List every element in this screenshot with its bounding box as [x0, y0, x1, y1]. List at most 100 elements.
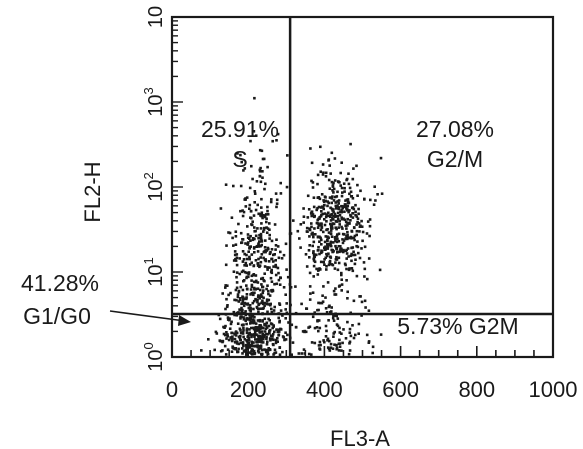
data-point — [315, 326, 319, 329]
data-point — [240, 241, 243, 245]
data-point — [307, 249, 311, 252]
y-tick-exponent: 3 — [141, 87, 156, 94]
data-point — [324, 335, 328, 338]
data-point — [307, 326, 310, 329]
data-point — [340, 216, 343, 219]
data-point — [253, 291, 256, 295]
data-point — [312, 259, 316, 262]
data-point — [324, 199, 327, 203]
data-point — [278, 283, 282, 286]
data-point — [317, 248, 320, 252]
data-point — [237, 335, 241, 339]
quadrant-g1g0-label: G1/G0 — [23, 303, 91, 329]
data-point — [257, 307, 260, 311]
data-point — [240, 306, 243, 310]
data-point — [280, 257, 284, 260]
data-point — [266, 310, 269, 314]
data-point — [239, 341, 243, 345]
data-point — [357, 251, 360, 255]
data-point — [244, 205, 248, 208]
data-point — [306, 194, 310, 198]
x-tick-label: 600 — [382, 377, 419, 402]
data-point — [335, 247, 338, 250]
data-point — [277, 256, 281, 260]
data-point — [340, 210, 344, 214]
data-point — [323, 223, 327, 227]
data-point — [327, 214, 331, 217]
data-point — [247, 338, 250, 342]
data-point — [245, 302, 249, 306]
data-point — [331, 347, 335, 350]
data-point — [241, 209, 244, 212]
data-point — [269, 251, 272, 254]
data-point — [356, 217, 360, 220]
data-point — [355, 229, 359, 233]
data-point — [272, 309, 276, 312]
data-point — [285, 268, 288, 271]
data-point — [298, 237, 301, 240]
data-point — [335, 258, 339, 261]
data-point — [341, 250, 345, 253]
data-point — [261, 326, 265, 330]
y-axis-label: FL2-H — [80, 161, 105, 222]
data-point — [349, 254, 353, 258]
data-point — [248, 333, 251, 336]
data-point — [348, 331, 352, 334]
data-point — [346, 297, 349, 300]
data-point — [271, 332, 275, 336]
data-point — [305, 265, 309, 268]
data-point — [268, 337, 272, 340]
data-point — [278, 303, 282, 306]
data-point — [305, 230, 309, 233]
data-point — [257, 245, 261, 248]
data-point — [236, 293, 240, 296]
data-point — [267, 260, 271, 263]
data-point — [274, 192, 278, 195]
data-point — [346, 247, 350, 250]
data-point — [276, 266, 280, 270]
data-point — [320, 243, 323, 246]
data-point — [242, 326, 245, 330]
data-point — [257, 347, 260, 351]
data-point — [265, 231, 269, 234]
data-point — [226, 316, 230, 319]
data-point — [224, 284, 227, 287]
data-point — [256, 203, 259, 207]
data-point — [282, 253, 286, 257]
data-point — [264, 213, 268, 216]
quadrant-g2m-percent: 27.08% — [416, 116, 494, 142]
data-point — [363, 197, 366, 201]
data-point — [265, 226, 268, 229]
data-point — [348, 186, 352, 190]
data-point — [249, 210, 253, 213]
data-point — [247, 275, 250, 279]
data-point — [275, 205, 278, 209]
data-point — [330, 180, 334, 184]
g1g0-callout-arrow-line — [109, 310, 186, 322]
data-point — [336, 237, 339, 241]
data-point — [276, 340, 279, 343]
data-point — [312, 255, 316, 259]
data-point — [267, 292, 270, 296]
data-point — [252, 273, 256, 276]
data-point — [249, 288, 253, 291]
data-point — [347, 352, 351, 356]
data-point — [266, 332, 269, 336]
data-point — [259, 326, 262, 329]
data-point — [363, 245, 367, 249]
data-point — [339, 171, 342, 175]
data-point — [319, 222, 323, 226]
data-point — [312, 257, 315, 261]
data-point — [248, 247, 251, 250]
data-point — [241, 260, 245, 263]
data-point — [239, 329, 242, 332]
data-point — [258, 288, 262, 292]
data-point — [329, 346, 333, 349]
data-point — [251, 301, 255, 305]
data-point — [261, 176, 264, 179]
data-point — [351, 197, 355, 200]
data-point — [332, 335, 335, 338]
data-point — [311, 186, 315, 189]
data-point — [245, 353, 248, 356]
data-point — [320, 249, 323, 252]
